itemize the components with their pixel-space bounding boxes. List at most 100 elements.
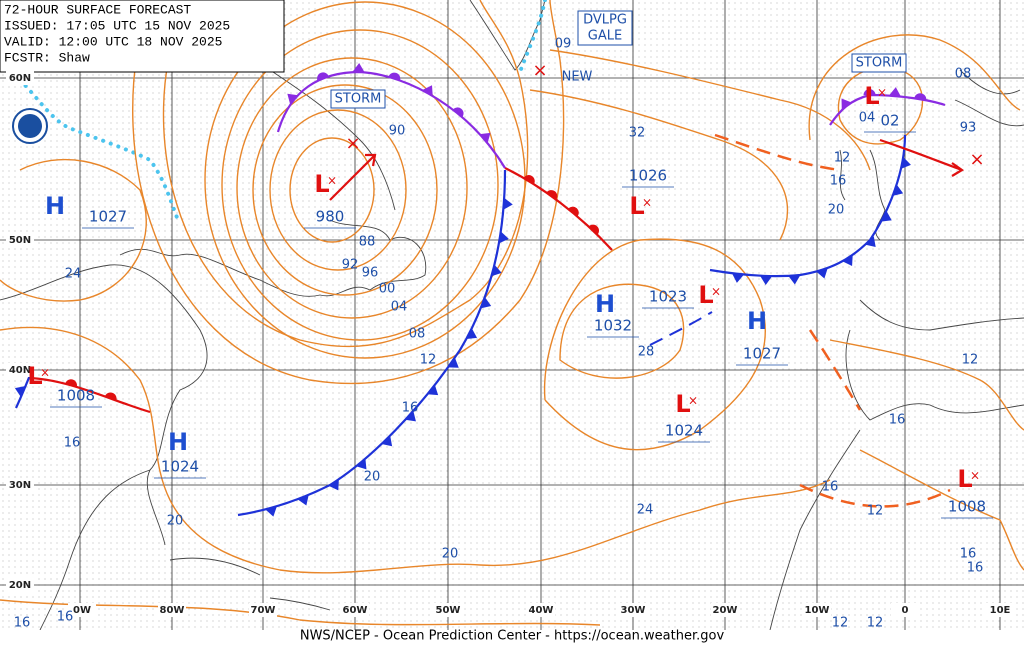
isobar-label: 28	[638, 345, 655, 360]
trough	[808, 329, 862, 411]
warning-box	[330, 89, 386, 109]
front-line	[15, 374, 32, 409]
fronts	[14, 63, 965, 517]
center-pressure: 1008	[57, 387, 95, 405]
lat-label: 20N	[9, 580, 31, 591]
lon-label: 0W	[73, 605, 91, 616]
trough	[799, 483, 951, 508]
isobar-label: 88	[359, 235, 376, 250]
front-symbol	[381, 435, 393, 447]
front-symbol	[447, 357, 459, 368]
front-symbol	[491, 264, 502, 277]
center-x: ×	[970, 469, 980, 483]
lon-label: 30W	[621, 605, 646, 616]
front-symbol	[405, 410, 416, 422]
isobar-label: 90	[389, 124, 406, 139]
isobar-label: 20	[442, 547, 459, 562]
lat-label: 60N	[9, 73, 31, 84]
center-symbol: L	[27, 362, 42, 390]
isobar-label: 16	[64, 436, 81, 451]
center-symbol: L	[314, 170, 329, 198]
front-symbol	[841, 98, 852, 110]
center-symbol: L	[957, 465, 972, 493]
warning-box	[851, 53, 907, 73]
front-symbol	[427, 384, 439, 396]
center-symbol: L	[864, 82, 879, 110]
lon-label: 40W	[529, 605, 554, 616]
front-symbol	[479, 132, 491, 144]
front-symbol	[788, 275, 801, 285]
front-line	[504, 167, 613, 251]
lon-label-bg	[249, 603, 277, 617]
lon-label: 0	[902, 605, 909, 616]
center-x: ×	[688, 394, 698, 408]
center-x: ×	[327, 174, 337, 188]
ice-edge	[18, 0, 547, 222]
front-symbol	[900, 157, 911, 169]
trough	[649, 311, 713, 346]
front-symbol	[888, 87, 901, 97]
lat-label: 50N	[9, 235, 31, 246]
footer: NWS/NCEP - Ocean Prediction Center - htt…	[300, 629, 725, 644]
front-symbol	[731, 273, 744, 283]
track-x: ×	[345, 133, 360, 154]
isobar-label: 16	[14, 616, 31, 631]
lon-label-bg	[68, 603, 96, 617]
lon-label: 50W	[436, 605, 461, 616]
center-pressure: 1024	[161, 458, 199, 476]
center-x: ×	[711, 285, 721, 299]
isobar-label: 16	[967, 561, 984, 576]
lon-label: 80W	[160, 605, 185, 616]
header-line: ISSUED: 17:05 UTC 15 NOV 2025	[4, 18, 230, 33]
front-symbol	[498, 231, 509, 244]
center-x: ×	[642, 196, 652, 210]
isobar-label: 20	[364, 470, 381, 485]
isobar-label: 12	[834, 151, 851, 166]
isobar-label: 09	[555, 37, 572, 52]
lon-label-bg	[158, 603, 186, 617]
logo	[12, 108, 48, 144]
lat-label-bg	[6, 578, 34, 592]
isobar-label: 08	[955, 67, 972, 82]
front-symbol	[816, 268, 828, 279]
warning-text: STORM	[856, 56, 903, 71]
trough	[714, 133, 841, 172]
isobar-label: 12	[962, 353, 979, 368]
header-line: FCSTR: Shaw	[4, 50, 90, 65]
front-line	[709, 134, 907, 278]
front-symbol	[317, 72, 329, 81]
center-symbol: H	[168, 428, 188, 456]
isobar-label: 12	[420, 353, 437, 368]
center-pressure: 1027	[89, 208, 127, 226]
isobar-label: 04	[859, 111, 876, 126]
lon-label-bg	[527, 603, 555, 617]
track-arrow	[329, 153, 377, 201]
front-symbol	[842, 255, 853, 266]
front-symbol	[480, 297, 492, 309]
front-symbol	[568, 206, 579, 217]
note: NEW	[562, 70, 593, 85]
isobar-label: 16	[57, 610, 74, 625]
front-symbol	[892, 184, 904, 196]
isobar-label: 00	[379, 282, 396, 297]
isobar-label: 92	[342, 258, 359, 273]
center-pressure: 02	[880, 112, 899, 130]
isobar-label: 96	[362, 266, 379, 281]
warning-text: GALE	[588, 29, 622, 44]
center-symbol: L	[675, 390, 690, 418]
labels: 60N 50N 40N 30N 20N 0W 80W 70W 60W 50W 40W 30W 20W 10…	[6, 10, 1014, 631]
front-symbol	[352, 63, 365, 73]
front-symbol	[546, 190, 558, 200]
isobar-label: 20	[828, 203, 845, 218]
lon-label: 20W	[713, 605, 738, 616]
track-arrow	[879, 138, 965, 177]
warning-text: STORM	[335, 92, 382, 107]
lon-label: 10E	[990, 605, 1011, 616]
isobar-label: 16	[889, 413, 906, 428]
map-background	[0, 0, 1024, 630]
lat-label: 30N	[9, 480, 31, 491]
front-symbol	[588, 224, 599, 235]
lon-label: 10W	[805, 605, 830, 616]
